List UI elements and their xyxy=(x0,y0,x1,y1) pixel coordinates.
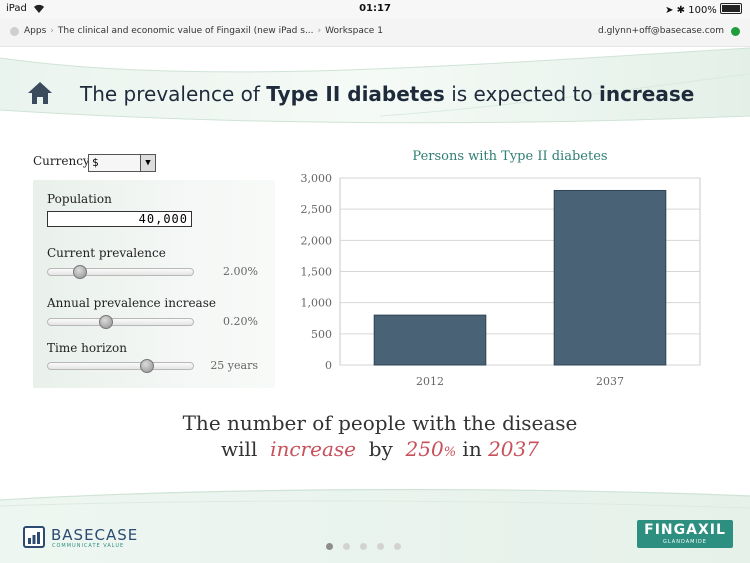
clock: 01:17 xyxy=(359,3,391,14)
breadcrumb-bar: Apps › The clinical and economic value of … xyxy=(0,18,750,47)
breadcrumb-apps[interactable]: Apps xyxy=(24,26,47,36)
bluetooth-icon: ✱ xyxy=(676,5,686,16)
y-tick-label: 1,000 xyxy=(301,297,333,310)
horizon-slider[interactable] xyxy=(47,362,194,370)
page-dot[interactable] xyxy=(377,543,384,550)
summary-statement: The number of people with the disease wi… xyxy=(120,411,640,461)
status-bar: iPad 01:17 ➤ ✱ 100% xyxy=(0,0,750,18)
bar-2012 xyxy=(373,314,487,366)
x-tick-label: 2012 xyxy=(416,375,444,388)
increase-slider-thumb[interactable] xyxy=(99,315,114,329)
page-dot[interactable] xyxy=(343,543,350,550)
chart-y-axis: 0 500 1,000 1,500 2,000 2,500 3,000 xyxy=(301,172,333,372)
online-status-icon xyxy=(731,27,740,36)
breadcrumb-presentation[interactable]: The clinical and economic value of Finga… xyxy=(57,26,314,36)
page-title: The prevalence of Type II diabetes is ex… xyxy=(80,82,695,106)
y-tick-label: 2,500 xyxy=(301,203,333,216)
chart-title: Persons with Type II diabetes xyxy=(412,149,607,164)
prevalence-slider[interactable] xyxy=(47,268,194,276)
page-dot[interactable] xyxy=(394,543,401,550)
currency-label: Currency xyxy=(33,154,90,168)
chart-x-axis: 2012 2037 xyxy=(416,375,624,388)
horizon-label: Time horizon xyxy=(47,341,127,355)
y-tick-label: 2,000 xyxy=(301,234,333,247)
battery-status: ➤ ✱ 100% xyxy=(665,3,742,16)
prevalence-slider-thumb[interactable] xyxy=(73,265,88,279)
footer-wave-decoration xyxy=(0,488,750,563)
header-wave-decoration xyxy=(0,47,750,124)
battery-percent: 100% xyxy=(688,5,717,16)
prevalence-label: Current prevalence xyxy=(47,246,166,260)
y-tick-label: 3,000 xyxy=(301,172,333,185)
horizon-slider-thumb[interactable] xyxy=(140,359,155,373)
x-tick-label: 2037 xyxy=(596,375,624,388)
bar-2037 xyxy=(553,189,667,366)
currency-select[interactable]: $ ▼ xyxy=(88,154,156,172)
dropdown-arrow-icon: ▼ xyxy=(140,155,155,171)
chart-bars xyxy=(373,189,667,366)
page-indicator[interactable] xyxy=(326,535,411,554)
chevron-right-icon: › xyxy=(317,26,322,36)
location-icon: ➤ xyxy=(665,5,674,16)
breadcrumb-workspace[interactable]: Workspace 1 xyxy=(325,26,383,36)
user-email[interactable]: d.glynn+off@basecase.com xyxy=(598,26,724,36)
y-tick-label: 1,500 xyxy=(301,266,333,279)
brand-name: FINGAXIL xyxy=(644,522,726,538)
population-input[interactable]: 40,000 xyxy=(47,211,192,227)
fingaxil-logo: FINGAXIL GLANDAMIDE xyxy=(637,520,733,548)
increase-slider[interactable] xyxy=(47,318,194,326)
increase-highlight: increase xyxy=(270,437,356,461)
wifi-icon xyxy=(32,2,46,17)
year-highlight: 2037 xyxy=(488,437,539,461)
chevron-right-icon: › xyxy=(50,26,54,36)
population-label: Population xyxy=(47,192,112,206)
battery-icon xyxy=(720,3,742,14)
horizon-value: 25 years xyxy=(210,359,258,372)
menu-dot-icon[interactable] xyxy=(10,27,19,36)
home-icon[interactable] xyxy=(26,80,54,106)
increase-label: Annual prevalence increase xyxy=(47,296,216,310)
basecase-tagline: COMMUNICATE VALUE xyxy=(52,543,125,549)
basecase-chart-icon xyxy=(23,526,45,548)
prevalence-value: 2.00% xyxy=(223,265,258,278)
currency-value: $ xyxy=(92,156,99,169)
brand-subtitle: GLANDAMIDE xyxy=(663,539,707,545)
statement-line-1: The number of people with the disease xyxy=(182,411,578,435)
breadcrumb: Apps › The clinical and economic value of … xyxy=(24,26,383,36)
basecase-name: BASECASE xyxy=(51,526,139,544)
page-dot[interactable] xyxy=(360,543,367,550)
increase-value: 0.20% xyxy=(223,315,258,328)
percent-highlight: 250% xyxy=(405,437,457,461)
y-tick-label: 500 xyxy=(311,328,332,341)
statement-line-2: will increase by 250% in 2037 xyxy=(221,437,539,461)
page-dot[interactable] xyxy=(326,543,333,550)
device-name: iPad xyxy=(6,3,27,14)
y-tick-label: 0 xyxy=(325,359,332,372)
prevalence-bar-chart: Persons with Type II diabetes 0 500 1,000 1… xyxy=(301,149,701,388)
